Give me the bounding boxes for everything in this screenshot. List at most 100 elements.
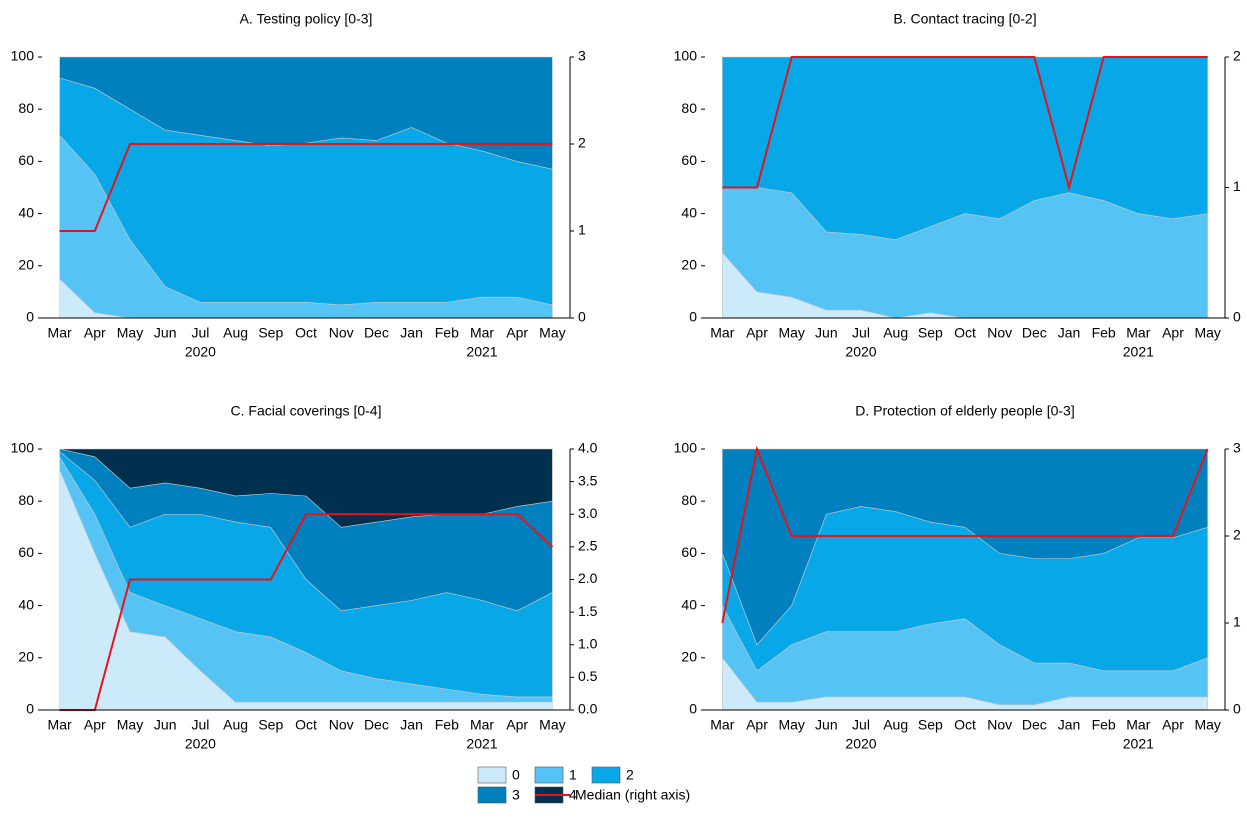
x-tick-label: Dec [364,717,389,733]
median-line [59,143,553,232]
y-tick-label: 40 [681,596,697,612]
x-tick-label: Mar [470,717,494,733]
y2-tick-label: 2 [1233,48,1241,64]
x-tick-label: Oct [954,717,976,733]
x-tick-label: Sep [258,717,283,733]
x-tick-label: Mar [48,325,72,341]
y-tick-label: 20 [681,649,697,665]
x-tick-label: Nov [329,717,354,733]
x-tick-label: Jan [1058,325,1081,341]
x-tick-label: Mar [470,325,494,341]
chart-title: A. Testing policy [0-3] [240,11,373,27]
y-tick-label: 20 [18,257,34,273]
y2-tick-label: 4.0 [578,440,598,456]
y-tick-label: 100 [674,440,698,456]
y2-tick-label: 2 [578,135,586,151]
x-year-label: 2020 [845,736,876,752]
y-tick-label: 60 [18,152,34,168]
y-tick-label: 40 [18,204,34,220]
area-band [59,56,553,170]
x-tick-label: Mar [48,717,72,733]
legend-label: 4 [569,787,577,803]
x-tick-label: May [117,325,143,341]
y2-tick-label: 0 [1233,309,1241,325]
legend-swatch [477,786,507,804]
y-tick-label: 40 [681,204,697,220]
y2-tick-label: 2.0 [578,570,598,586]
y-tick-label: 60 [681,152,697,168]
y2-tick-label: 0.5 [578,668,598,684]
x-tick-label: May [778,325,804,341]
x-tick-label: Jul [852,325,870,341]
x-tick-label: Oct [295,325,317,341]
x-tick-label: Mar [710,717,734,733]
y2-tick-label: 1 [1233,178,1241,194]
x-tick-label: Jan [400,717,423,733]
median-line [59,513,554,711]
x-tick-label: Apr [746,325,768,341]
x-tick-label: May [117,717,143,733]
x-tick-label: Mar [1126,325,1150,341]
legend-label: Median (right axis) [575,787,690,803]
x-tick-label: Aug [223,325,248,341]
x-tick-label: Feb [435,325,459,341]
y-tick-label: 100 [11,440,35,456]
x-tick-label: Sep [258,325,283,341]
x-year-label: 2021 [466,736,497,752]
y2-tick-label: 3.0 [578,505,598,521]
y-tick-label: 40 [18,596,34,612]
x-tick-label: Nov [987,325,1012,341]
x-tick-label: Dec [1022,717,1047,733]
y2-tick-label: 0 [1233,701,1241,717]
y-tick-label: 80 [681,100,697,116]
x-tick-label: Sep [918,325,943,341]
x-tick-label: Apr [506,717,528,733]
x-tick-label: May [1194,325,1220,341]
x-tick-label: May [1194,717,1220,733]
x-tick-label: Jan [1058,717,1081,733]
chart-title: D. Protection of elderly people [0-3] [855,403,1074,419]
y-tick-label: 0 [689,701,697,717]
x-tick-label: Apr [84,325,106,341]
x-tick-label: Jun [154,717,177,733]
y2-tick-label: 2.5 [578,538,598,554]
y-tick-label: 0 [26,309,34,325]
legend-label: 2 [626,767,634,783]
x-tick-label: Apr [1162,325,1184,341]
y2-tick-label: 0 [578,309,586,325]
x-tick-label: Jun [815,325,838,341]
x-tick-label: May [539,717,565,733]
legend-label: 0 [512,767,520,783]
x-tick-label: Nov [987,717,1012,733]
x-tick-label: May [778,717,804,733]
x-tick-label: Oct [295,717,317,733]
x-tick-label: Sep [918,717,943,733]
legend-label: 3 [512,787,520,803]
x-tick-label: Dec [364,325,389,341]
area-band [722,448,1208,646]
y2-tick-label: 2 [1233,527,1241,543]
x-tick-label: Apr [506,325,528,341]
y-tick-label: 100 [11,48,35,64]
x-year-label: 2020 [845,344,876,360]
x-tick-label: Nov [329,325,354,341]
chart-title: C. Facial coverings [0-4] [231,403,382,419]
x-tick-label: Apr [1162,717,1184,733]
y-tick-label: 0 [26,701,34,717]
x-tick-label: Jun [815,717,838,733]
x-tick-label: Feb [1092,717,1116,733]
x-tick-label: Jul [191,717,209,733]
x-tick-label: Apr [746,717,768,733]
y-tick-label: 80 [18,100,34,116]
area-band [59,448,553,528]
x-tick-label: Dec [1022,325,1047,341]
x-tick-label: Jan [400,325,423,341]
x-year-label: 2021 [1123,736,1154,752]
x-tick-label: Mar [710,325,734,341]
x-tick-label: Feb [435,717,459,733]
x-year-label: 2020 [185,344,216,360]
y2-tick-label: 1.0 [578,635,598,651]
x-tick-label: Aug [223,717,248,733]
y-tick-label: 60 [18,544,34,560]
